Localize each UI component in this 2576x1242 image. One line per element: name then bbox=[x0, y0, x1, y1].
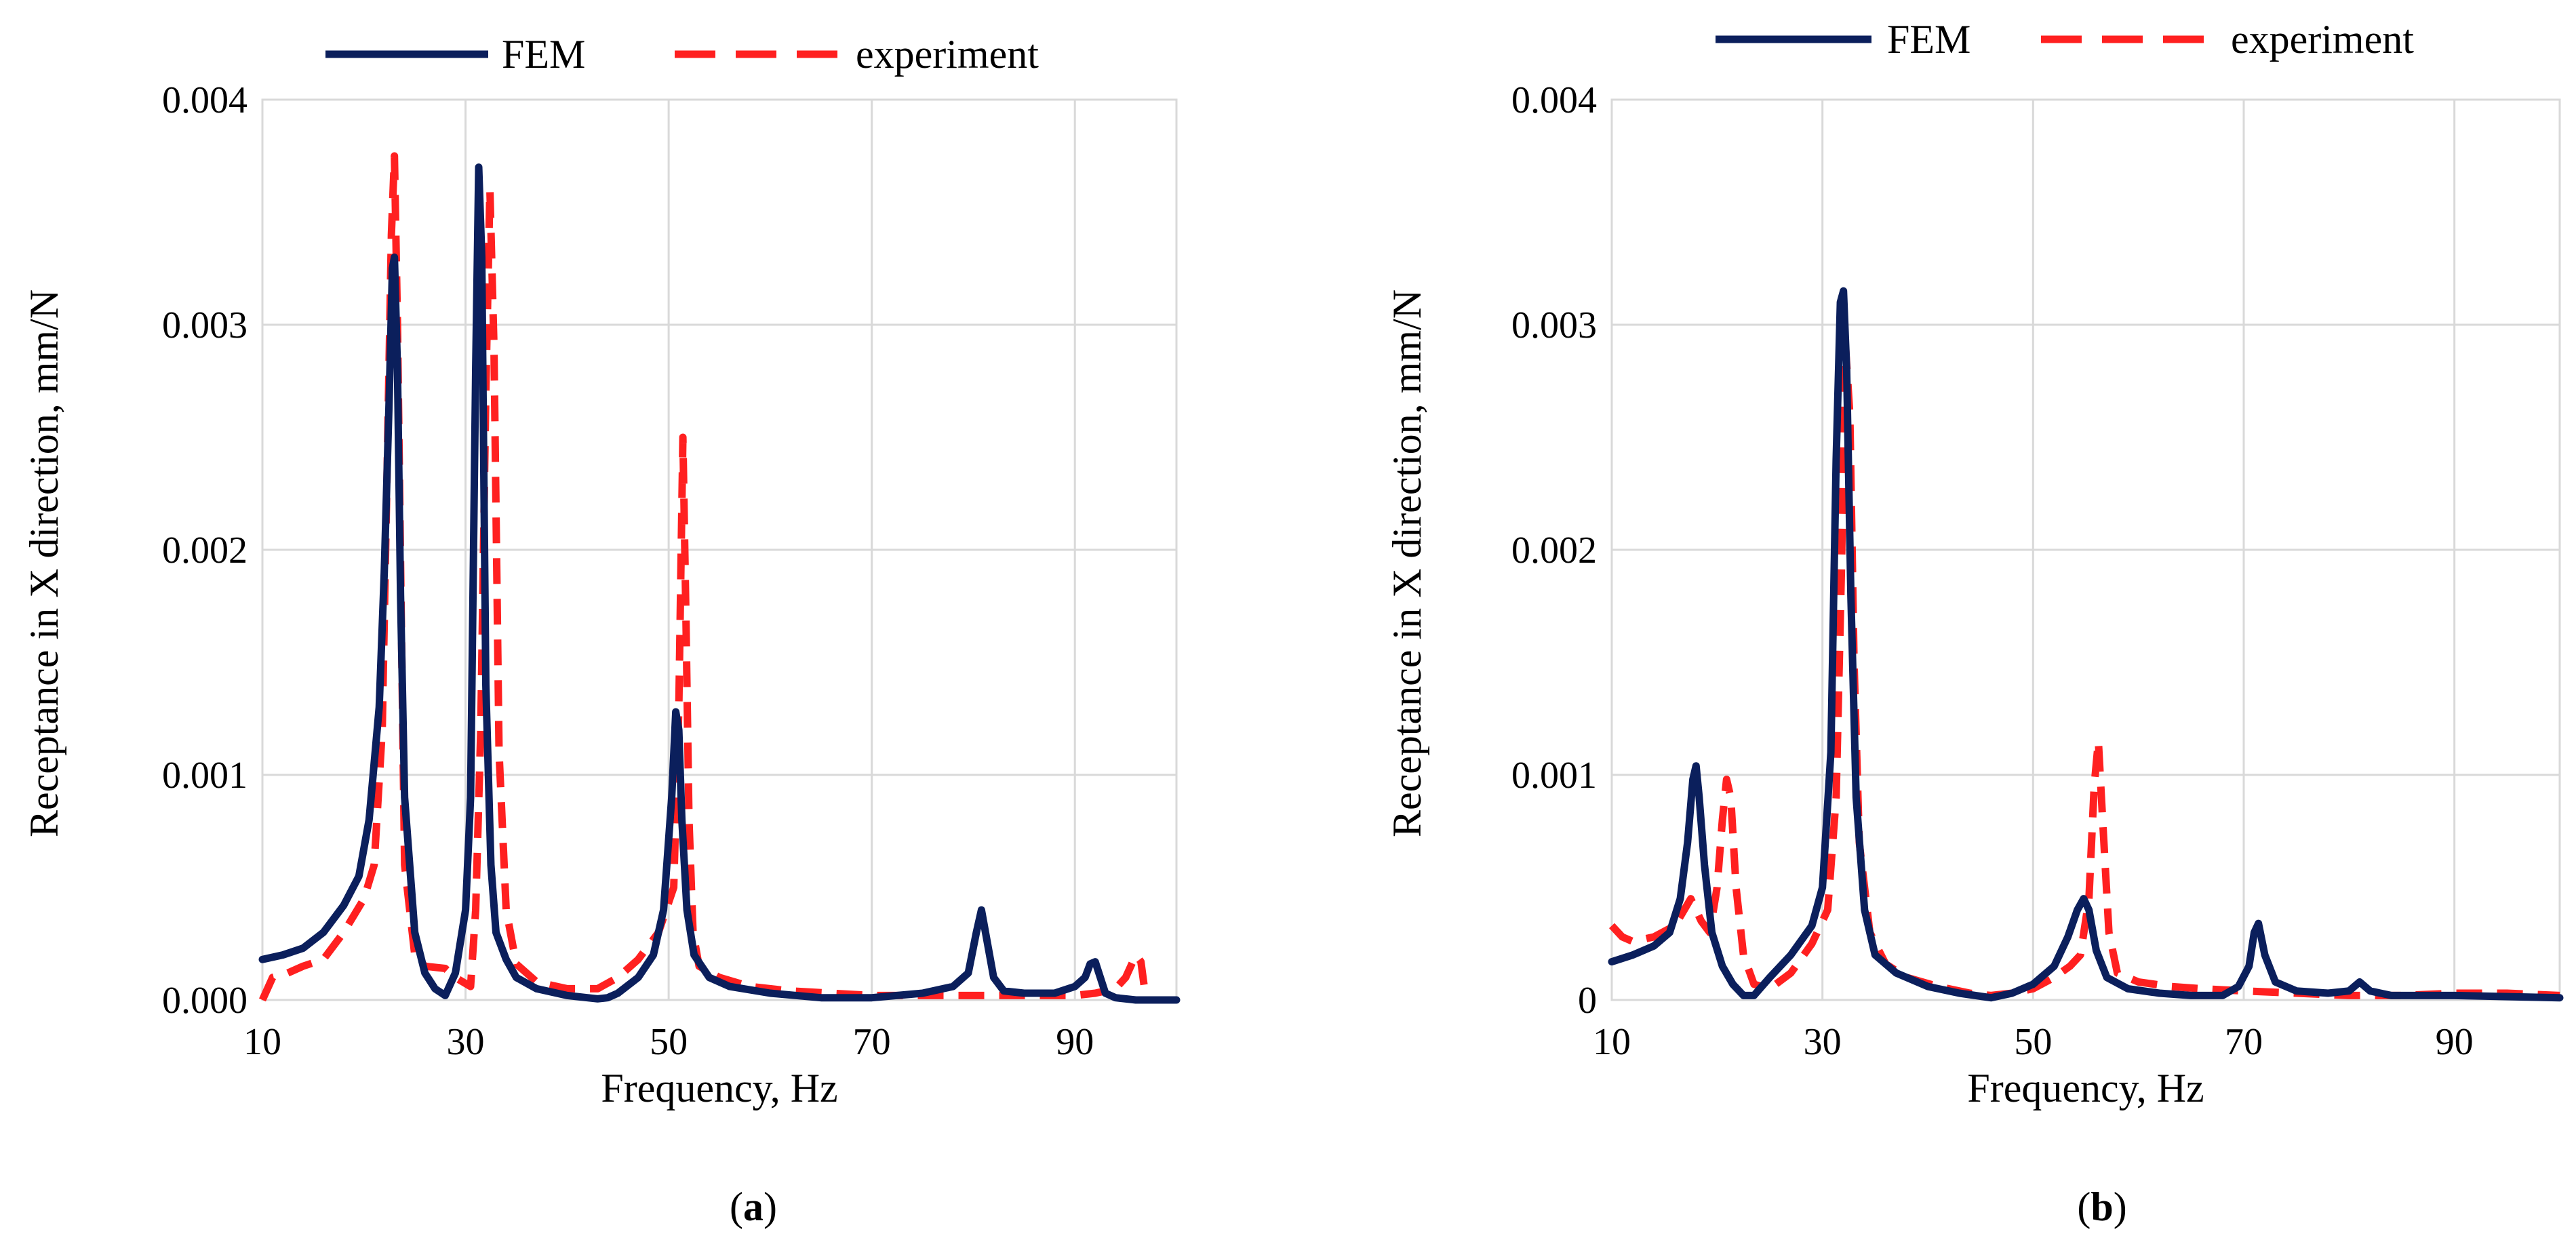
x-axis-title: Frequency, Hz bbox=[1967, 1066, 2204, 1110]
y-tick-label: 0.004 bbox=[1511, 79, 1597, 121]
y-tick-label: 0.003 bbox=[1511, 304, 1597, 346]
x-tick-label: 30 bbox=[447, 1021, 485, 1063]
y-tick-label: 0.003 bbox=[162, 304, 247, 346]
x-tick-label: 70 bbox=[2225, 1021, 2263, 1063]
y-axis-title: Receptance in X direction, mm/N bbox=[1385, 289, 1429, 837]
series-line-fem bbox=[258, 163, 1181, 1004]
series-line-fem bbox=[1608, 287, 2564, 1002]
y-tick-label: 0.002 bbox=[162, 529, 247, 572]
y-tick-label: 0.001 bbox=[1511, 755, 1597, 797]
x-tick-label: 50 bbox=[2014, 1021, 2052, 1063]
x-axis-title: Frequency, Hz bbox=[601, 1066, 837, 1110]
panel-label: (a) bbox=[730, 1184, 777, 1229]
panel-label: (b) bbox=[2077, 1184, 2126, 1229]
series-line-experiment bbox=[1608, 343, 2560, 999]
x-tick-label: 50 bbox=[650, 1021, 688, 1063]
legend-label-experiment: experiment bbox=[2231, 17, 2414, 62]
chart-panel-b: 0 0.001 0.002 0.003 0.004 10 30 50 70 90 Frequency… bbox=[1385, 17, 2564, 1229]
x-tick-label: 10 bbox=[1593, 1021, 1631, 1063]
chart-panel-a: 0.000 0.001 0.002 0.003 0.004 10 30 50 70 90 Frequ… bbox=[22, 32, 1181, 1229]
y-tick-label: 0.004 bbox=[162, 79, 247, 121]
legend-label-experiment: experiment bbox=[856, 32, 1039, 77]
x-tick-label: 90 bbox=[2436, 1021, 2474, 1063]
y-tick-label: 0 bbox=[1578, 980, 1597, 1022]
x-tick-label: 70 bbox=[853, 1021, 891, 1063]
legend-label-fem: FEM bbox=[502, 32, 585, 77]
y-tick-label: 0.001 bbox=[162, 755, 247, 797]
y-tick-label: 0.002 bbox=[1511, 529, 1597, 572]
x-tick-label: 30 bbox=[1804, 1021, 1842, 1063]
x-tick-label: 10 bbox=[243, 1021, 281, 1063]
x-tick-label: 90 bbox=[1056, 1021, 1094, 1063]
legend-label-fem: FEM bbox=[1887, 17, 1970, 62]
y-axis-title: Receptance in X direction, mm/N bbox=[22, 289, 66, 837]
y-tick-label: 0.000 bbox=[162, 980, 247, 1022]
